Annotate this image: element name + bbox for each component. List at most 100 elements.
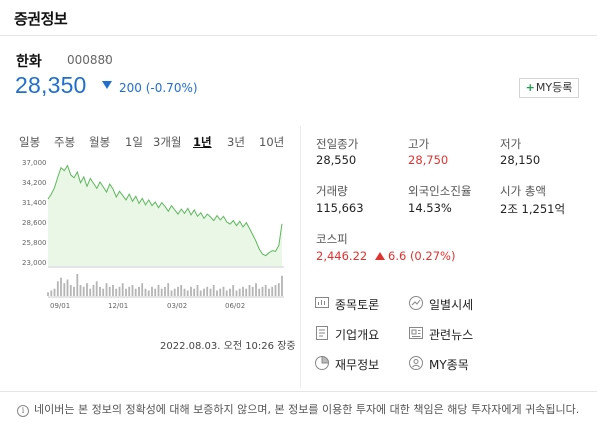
- volume-bar: [69, 285, 72, 296]
- tab-1-day[interactable]: 1일: [125, 135, 143, 149]
- tab-1-year[interactable]: 1년: [193, 135, 212, 149]
- volume-bar: [60, 277, 62, 296]
- volume-label: 거래량: [316, 184, 348, 198]
- market-cap-value: 2조 1,251억: [500, 202, 566, 216]
- volume-bar: [105, 283, 108, 296]
- volume-bar: [118, 286, 121, 296]
- tab-monthly-candle[interactable]: 월봉: [89, 135, 111, 149]
- plus-icon: +: [525, 81, 535, 94]
- volume-value: 115,663: [316, 201, 364, 215]
- price-area-fill: [48, 165, 282, 266]
- volume-bar: [281, 275, 283, 296]
- volume-bar: [212, 285, 215, 296]
- volume-bar: [112, 285, 114, 296]
- tab-daily-candle[interactable]: 일봉: [19, 135, 41, 149]
- volume-bar: [92, 285, 95, 296]
- widget-title: 증권정보: [14, 10, 68, 28]
- volume-bar: [242, 286, 244, 296]
- x-tick-labels: 09/01 12/01 03/02 06/02: [50, 302, 245, 310]
- down-triangle-icon: [102, 81, 112, 89]
- volume-bar: [134, 288, 137, 296]
- x-tick-label: 12/01: [108, 302, 128, 310]
- tab-3-months[interactable]: 3개월: [153, 135, 182, 149]
- volume-bar: [108, 286, 111, 296]
- x-tick-label: 03/02: [167, 302, 187, 310]
- volume-bar: [170, 290, 173, 296]
- volume-bar: [157, 285, 160, 296]
- volume-bar: [53, 288, 56, 296]
- tab-3-years[interactable]: 3년: [227, 135, 245, 149]
- volume-bar: [102, 288, 105, 296]
- volume-bar: [63, 283, 66, 296]
- volume-bar: [151, 286, 153, 296]
- person-icon: [409, 356, 423, 370]
- volume-bar: [128, 286, 131, 296]
- price-change: 200 (-0.70%): [119, 81, 198, 95]
- volume-bar: [95, 281, 98, 296]
- chart-timestamp: 2022.08.03. 오전 10:26 장중: [160, 341, 296, 352]
- volume-bar: [164, 286, 166, 296]
- volume-bar: [245, 288, 248, 296]
- volume-bar: [121, 283, 124, 296]
- volume-bar: [222, 286, 225, 296]
- my-register-label: MY등록: [535, 81, 573, 94]
- foreign-ratio-label: 외국인소진율: [408, 184, 472, 198]
- volume-bar: [235, 290, 238, 296]
- foreign-ratio-value: 14.53%: [408, 201, 452, 215]
- trend-icon: [409, 296, 423, 310]
- volume-bar: [225, 290, 228, 296]
- volume-bar: [186, 290, 189, 296]
- tab-weekly-candle[interactable]: 주봉: [54, 135, 76, 149]
- link-related-news-label: 관련뉴스: [429, 328, 474, 342]
- prev-close-value: 28,550: [316, 153, 357, 167]
- volume-bar: [199, 290, 202, 296]
- link-financial-info-label: 재무정보: [335, 358, 380, 372]
- volume-bar: [183, 288, 186, 296]
- volume-bar: [258, 288, 261, 296]
- stock-name[interactable]: 한화: [16, 54, 42, 70]
- volume-bar: [147, 290, 150, 296]
- chevron-right-icon[interactable]: ›: [104, 51, 110, 66]
- volume-bar: [261, 286, 264, 296]
- volume-bar: [131, 285, 134, 296]
- kospi-value: 2,446.22: [316, 249, 368, 263]
- volume-bar: [89, 288, 92, 296]
- volume-bar: [190, 286, 192, 296]
- low-value: 28,150: [500, 153, 541, 167]
- volume-bar: [274, 285, 277, 296]
- stock-code[interactable]: 000880: [67, 53, 113, 67]
- price-chart[interactable]: 37,000 34,200 31,400 28,600 25,800 23,00…: [18, 154, 288, 316]
- volume-bar: [154, 288, 157, 296]
- x-tick-label: 06/02: [225, 302, 245, 310]
- link-discussion-label: 종목토론: [335, 298, 380, 312]
- volume-bars: [47, 274, 283, 296]
- tab-10-years[interactable]: 10년: [259, 135, 285, 149]
- y-tick-label: 31,400: [22, 199, 47, 207]
- high-label: 고가: [408, 137, 430, 151]
- y-tick-labels: 37,000 34,200 31,400 28,600 25,800 23,00…: [22, 159, 47, 267]
- current-price: 28,350: [15, 72, 87, 98]
- volume-bar: [56, 281, 59, 296]
- volume-bar: [66, 279, 69, 296]
- y-tick-label: 23,000: [22, 259, 47, 267]
- high-value: 28,750: [408, 153, 449, 167]
- y-tick-label: 37,000: [22, 159, 47, 167]
- kospi-label[interactable]: 코스피: [316, 232, 348, 246]
- volume-bar: [232, 285, 235, 296]
- news-icon: [409, 327, 423, 339]
- low-label: 저가: [500, 137, 522, 151]
- volume-bar: [209, 288, 212, 296]
- volume-bar: [86, 283, 88, 296]
- y-tick-label: 34,200: [22, 179, 47, 187]
- volume-bar: [251, 286, 254, 296]
- link-company-overview-label: 기업개요: [335, 328, 380, 342]
- volume-bar: [141, 283, 144, 296]
- volume-bar: [196, 285, 199, 296]
- volume-bar: [206, 286, 209, 296]
- volume-bar: [167, 283, 170, 296]
- volume-bar: [177, 286, 179, 296]
- my-register-button[interactable]: +MY등록: [519, 78, 579, 98]
- volume-bar: [73, 286, 75, 296]
- info-icon: i: [17, 405, 29, 417]
- x-tick-label: 09/01: [50, 302, 70, 310]
